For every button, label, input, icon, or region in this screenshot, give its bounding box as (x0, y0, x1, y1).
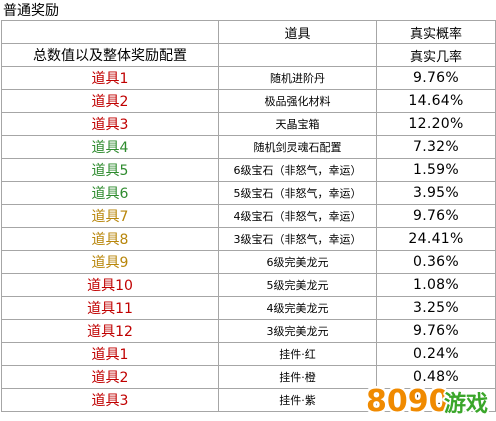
item-description-cell: 5级完美龙元 (218, 273, 377, 297)
item-name-cell: 道具5 (1, 158, 219, 182)
table-row: 道具11 4级完美龙元 3.25% (1, 296, 496, 320)
item-name-cell: 道具2 (1, 365, 219, 389)
item-name-cell: 道具8 (1, 227, 219, 251)
header-blank-cell (1, 20, 219, 44)
item-name-cell: 道具6 (1, 181, 219, 205)
item-name-cell: 道具10 (1, 273, 219, 297)
watermark-digits: 8090 (366, 384, 450, 419)
table-row: 道具8 3级宝石（非怒气，幸运） 24.41% (1, 227, 496, 251)
table-row: 道具12 3级完美龙元 9.76% (1, 319, 496, 343)
subheader-config: 总数值以及整体奖励配置 (1, 43, 219, 67)
probability-cell: 12.20% (376, 112, 496, 136)
header-probability: 真实概率 (376, 20, 496, 44)
probability-cell: 14.64% (376, 89, 496, 113)
table-row: 道具1 挂件·红 0.24% (1, 342, 496, 366)
probability-cell: 1.21% (376, 388, 496, 412)
header-item: 道具 (218, 20, 377, 44)
item-name-cell: 道具3 (1, 388, 219, 412)
probability-cell: 24.41% (376, 227, 496, 251)
item-description-cell: 挂件·紫 (218, 388, 377, 412)
table-subheader-row: 总数值以及整体奖励配置 真实几率 (1, 43, 496, 67)
item-name-cell: 道具1 (1, 66, 219, 90)
item-description-cell: 天晶宝箱 (218, 112, 377, 136)
item-name-cell: 道具11 (1, 296, 219, 320)
item-description-cell: 挂件·橙 (218, 365, 377, 389)
watermark-text: 游戏 (444, 391, 488, 417)
item-description-cell: 4级宝石（非怒气，幸运） (218, 204, 377, 228)
item-description-cell: 挂件·红 (218, 342, 377, 366)
item-description-cell: 4级完美龙元 (218, 296, 377, 320)
table-row: 道具7 4级宝石（非怒气，幸运） 9.76% (1, 204, 496, 228)
item-name-cell: 道具3 (1, 112, 219, 136)
item-description-cell: 6级宝石（非怒气，幸运） (218, 158, 377, 182)
item-description-cell: 6级完美龙元 (218, 250, 377, 274)
table-row: 道具4 随机剑灵魂石配置 7.32% (1, 135, 496, 159)
watermark-text-outline: 游戏 (444, 391, 488, 417)
item-description-cell: 随机剑灵魂石配置 (218, 135, 377, 159)
table-row: 道具10 5级完美龙元 1.08% (1, 273, 496, 297)
table-row: 道具1 随机进阶丹 9.76% (1, 66, 496, 90)
probability-cell: 0.36% (376, 250, 496, 274)
item-description-cell: 3级宝石（非怒气，幸运） (218, 227, 377, 251)
item-name-cell: 道具7 (1, 204, 219, 228)
probability-cell: 1.08% (376, 273, 496, 297)
item-name-cell: 道具1 (1, 342, 219, 366)
item-name-cell: 道具4 (1, 135, 219, 159)
table-row: 道具2 挂件·橙 0.48% (1, 365, 496, 389)
reward-table: 道具 真实概率 总数值以及整体奖励配置 真实几率 道具1 随机进阶丹 9.76% 道具… (1, 20, 496, 412)
8090-game-logo-icon: 8090 8090 游戏 游戏 (364, 383, 490, 419)
probability-cell: 7.32% (376, 135, 496, 159)
watermark-digits-outline: 8090 (366, 384, 450, 419)
probability-cell: 3.25% (376, 296, 496, 320)
watermark-logo: 8090 8090 游戏 游戏 (364, 383, 492, 419)
probability-cell: 3.95% (376, 181, 496, 205)
item-description-cell: 极品强化材料 (218, 89, 377, 113)
table-row: 道具5 6级宝石（非怒气，幸运） 1.59% (1, 158, 496, 182)
probability-cell: 9.76% (376, 204, 496, 228)
item-name-cell: 道具2 (1, 89, 219, 113)
probability-cell: 1.59% (376, 158, 496, 182)
table-row: 道具3 天晶宝箱 12.20% (1, 112, 496, 136)
item-description-cell: 随机进阶丹 (218, 66, 377, 90)
item-name-cell: 道具12 (1, 319, 219, 343)
subheader-real-rate: 真实几率 (376, 43, 496, 67)
probability-cell: 9.76% (376, 66, 496, 90)
table-header-row: 道具 真实概率 (1, 20, 496, 44)
probability-cell: 0.24% (376, 342, 496, 366)
item-name-cell: 道具9 (1, 250, 219, 274)
item-description-cell: 5级宝石（非怒气，幸运） (218, 181, 377, 205)
probability-cell: 9.76% (376, 319, 496, 343)
page-title: 普通奖励 (3, 3, 59, 19)
table-row: 道具9 6级完美龙元 0.36% (1, 250, 496, 274)
table-row: 道具2 极品强化材料 14.64% (1, 89, 496, 113)
table-row: 道具6 5级宝石（非怒气，幸运） 3.95% (1, 181, 496, 205)
table-row: 道具3 挂件·紫 1.21% (1, 388, 496, 412)
item-description-cell: 3级完美龙元 (218, 319, 377, 343)
subheader-blank-cell (218, 43, 377, 67)
